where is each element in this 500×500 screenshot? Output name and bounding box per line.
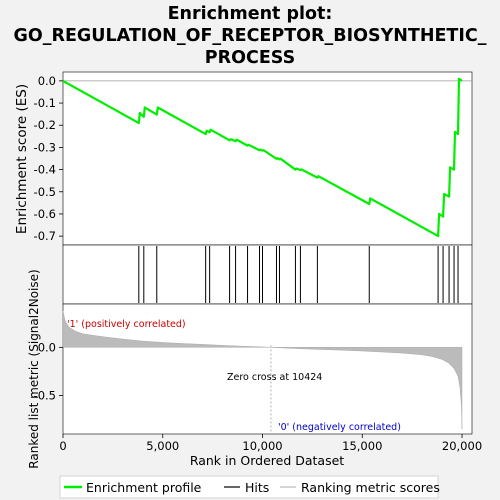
es-y-tick-label: -0.3 (34, 140, 56, 154)
es-panel-frame (62, 71, 473, 246)
negative-correlation-label: '0' (negatively correlated) (278, 422, 401, 433)
chart-title-line-2: GO_REGULATION_OF_RECEPTOR_BIOSYNTHETIC_ (14, 26, 487, 46)
metric-panel-frame (62, 303, 473, 435)
metric-y-tick-label: -0.5 (34, 388, 56, 402)
hits-group (138, 246, 459, 303)
x-axis: 0 5,000 10,000 15,000 20,000 (59, 434, 482, 453)
legend-metric-label: Ranking metric scores (301, 480, 440, 495)
metric-group: 0.0 -0.5 (34, 310, 463, 433)
legend: Enrichment profile Hits Ranking metric s… (59, 475, 440, 499)
es-y-tick-label: -0.1 (34, 96, 56, 110)
legend-box (59, 475, 439, 499)
es-y-tick-label: -0.4 (34, 163, 56, 177)
x-tick-label: 0 (59, 439, 66, 453)
chart-title-line-1: Enrichment plot: (168, 4, 333, 24)
es-profile-group (62, 77, 463, 238)
x-tick-label: 5,000 (146, 439, 179, 453)
x-tick-label: 10,000 (242, 439, 282, 453)
es-y-tick-label: -0.6 (34, 207, 56, 221)
zero-cross-label: Zero cross at 10424 (227, 372, 322, 383)
x-axis-label: Rank in Ordered Dataset (190, 453, 344, 468)
es-y-axis-label: Enrichment score (ES) (14, 84, 30, 234)
es-y-tick-label: -0.7 (34, 229, 56, 243)
es-y-tick-label: 0.0 (38, 74, 56, 88)
es-y-tick-label: -0.5 (34, 185, 56, 199)
es-panel-ticks: 0.0 -0.1 -0.2 -0.3 -0.4 -0.5 -0.6 -0.7 (34, 74, 472, 243)
chart-title-line-3: PROCESS (205, 48, 295, 68)
legend-enrichment-label: Enrichment profile (86, 480, 202, 495)
x-tick-label: 20,000 (442, 439, 482, 453)
es-y-tick-label: -0.2 (34, 118, 56, 132)
legend-hits-label: Hits (245, 480, 269, 495)
metric-y-axis-label: Ranked list metric (Signal2Noise) (27, 269, 41, 468)
x-tick-label: 15,000 (342, 439, 382, 453)
enrichment-profile-line (62, 77, 463, 238)
positive-correlation-label: '1' (positively correlated) (67, 319, 186, 330)
metric-y-tick-label: 0.0 (38, 340, 56, 354)
ranking-metric-area (62, 310, 463, 430)
hits-panel-frame (62, 244, 473, 305)
